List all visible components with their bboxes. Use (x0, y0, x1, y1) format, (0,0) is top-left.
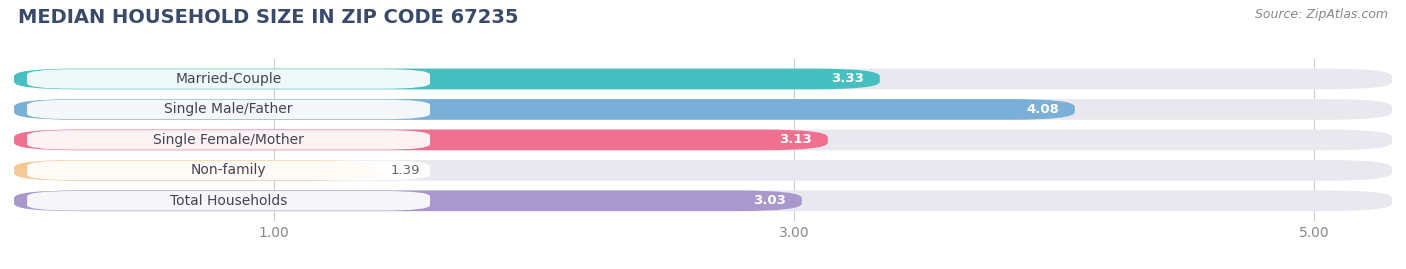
Text: Non-family: Non-family (191, 163, 266, 177)
FancyBboxPatch shape (27, 100, 430, 119)
Text: Total Households: Total Households (170, 194, 287, 208)
FancyBboxPatch shape (27, 69, 430, 89)
Text: Single Male/Father: Single Male/Father (165, 102, 292, 116)
FancyBboxPatch shape (14, 99, 1392, 120)
Text: Source: ZipAtlas.com: Source: ZipAtlas.com (1254, 8, 1388, 21)
Text: MEDIAN HOUSEHOLD SIZE IN ZIP CODE 67235: MEDIAN HOUSEHOLD SIZE IN ZIP CODE 67235 (18, 8, 519, 27)
Text: 4.08: 4.08 (1026, 103, 1059, 116)
FancyBboxPatch shape (14, 69, 1392, 89)
FancyBboxPatch shape (14, 69, 880, 89)
Text: Married-Couple: Married-Couple (176, 72, 281, 86)
Text: 1.39: 1.39 (391, 164, 420, 177)
FancyBboxPatch shape (27, 161, 430, 180)
FancyBboxPatch shape (27, 130, 430, 150)
FancyBboxPatch shape (27, 191, 430, 211)
FancyBboxPatch shape (14, 190, 1392, 211)
FancyBboxPatch shape (14, 130, 1392, 150)
Text: 3.13: 3.13 (779, 133, 813, 146)
FancyBboxPatch shape (14, 99, 1074, 120)
Text: 3.33: 3.33 (831, 72, 865, 86)
Text: Single Female/Mother: Single Female/Mother (153, 133, 304, 147)
FancyBboxPatch shape (14, 130, 828, 150)
Text: 3.03: 3.03 (754, 194, 786, 207)
FancyBboxPatch shape (14, 190, 801, 211)
FancyBboxPatch shape (14, 160, 1392, 181)
FancyBboxPatch shape (14, 160, 375, 181)
